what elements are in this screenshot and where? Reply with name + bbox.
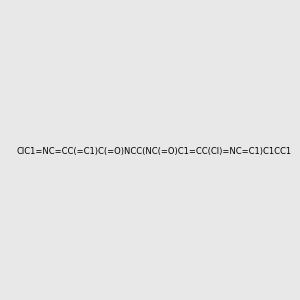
Text: ClC1=NC=CC(=C1)C(=O)NCC(NC(=O)C1=CC(Cl)=NC=C1)C1CC1: ClC1=NC=CC(=C1)C(=O)NCC(NC(=O)C1=CC(Cl)=… <box>16 147 291 156</box>
